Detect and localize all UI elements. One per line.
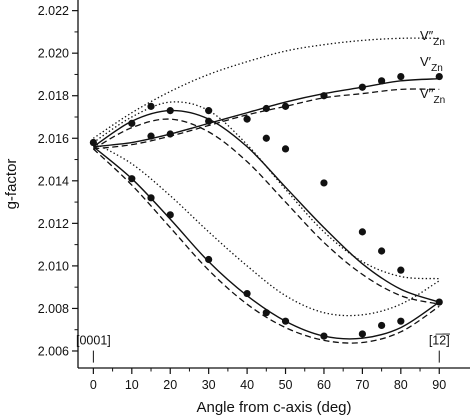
data-point [262, 104, 270, 113]
y-tick-label: 2.010 [38, 259, 69, 273]
y-tick-label: 2.006 [38, 344, 69, 358]
axis-ticks: 0 10 20 30 40 50 60 70 80 90 2.006 2.008 2.010 2.012 2… [38, 4, 447, 392]
data-point [262, 309, 270, 317]
x-tick-label: 60 [317, 378, 331, 392]
x-tick-label: 70 [355, 378, 369, 392]
data-point [320, 92, 328, 100]
data-point [397, 72, 405, 81]
plot-curves [92, 37, 440, 344]
x-tick-label: 90 [432, 378, 446, 392]
data-point [205, 255, 213, 264]
x-tick-label: 10 [125, 378, 139, 392]
x-axis-label: Angle from c-axis (deg) [196, 399, 351, 415]
series-label-1: V″Zn [420, 28, 445, 48]
data-markers [89, 72, 443, 340]
data-point [262, 134, 270, 142]
data-point [166, 107, 174, 115]
data-point [147, 194, 155, 202]
orientation-label-1: [0001] [76, 334, 111, 348]
x-tick-label: 20 [163, 378, 177, 392]
y-axis-label: g-factor [3, 159, 20, 210]
y-tick-label: 2.016 [38, 132, 69, 146]
y-tick-label: 2.012 [38, 217, 69, 231]
data-point [397, 317, 405, 325]
series-dashed-branch-2 [93, 118, 440, 305]
data-point [243, 115, 251, 123]
series-dotted-branch-2 [93, 101, 440, 280]
data-point [128, 119, 136, 127]
x-tick-label: 80 [394, 378, 408, 392]
y-tick-label: 2.008 [38, 302, 69, 316]
data-point [358, 228, 366, 236]
axes-frame [77, 0, 470, 369]
x-tick-label: 40 [240, 378, 254, 392]
data-point [358, 330, 366, 338]
series-label-2: V′Zn [420, 54, 443, 74]
series-solid-branch-2 [92, 109, 440, 303]
data-point [378, 247, 386, 255]
data-point [397, 266, 405, 274]
x-tick-label: 30 [202, 378, 216, 392]
x-tick-label: 50 [279, 378, 293, 392]
data-point [128, 175, 136, 183]
orientation-label-2: [1̅2̅̅] [429, 334, 450, 348]
series-labels: V″Zn V′Zn V′′Zn [420, 28, 445, 106]
data-point [281, 145, 290, 153]
y-tick-label: 2.014 [38, 174, 69, 188]
x-tick-label: 0 [90, 378, 97, 392]
data-point [320, 332, 328, 340]
data-point [378, 77, 386, 85]
series-dotted-branch-3 [93, 141, 440, 317]
data-point [89, 138, 97, 147]
data-point [358, 83, 366, 91]
data-point [147, 102, 155, 110]
series-label-3: V′′Zn [420, 86, 445, 106]
y-tick-label: 2.020 [38, 47, 69, 61]
y-tick-label: 2.018 [38, 89, 69, 103]
data-point [166, 130, 174, 138]
data-point [378, 321, 386, 330]
series-dashed-branch-3 [92, 148, 440, 344]
data-point [243, 289, 251, 298]
data-point [166, 211, 174, 219]
data-point [205, 117, 213, 125]
data-point [147, 132, 155, 140]
data-point [205, 107, 213, 115]
data-point [435, 72, 443, 81]
data-point [281, 317, 290, 325]
data-point [320, 179, 328, 187]
y-tick-label: 2.022 [38, 4, 69, 18]
series-dashed-branch-1 [93, 88, 440, 150]
data-point [435, 298, 443, 306]
annotations: [0001] [1̅2̅̅] [76, 334, 450, 363]
data-point [281, 102, 290, 110]
